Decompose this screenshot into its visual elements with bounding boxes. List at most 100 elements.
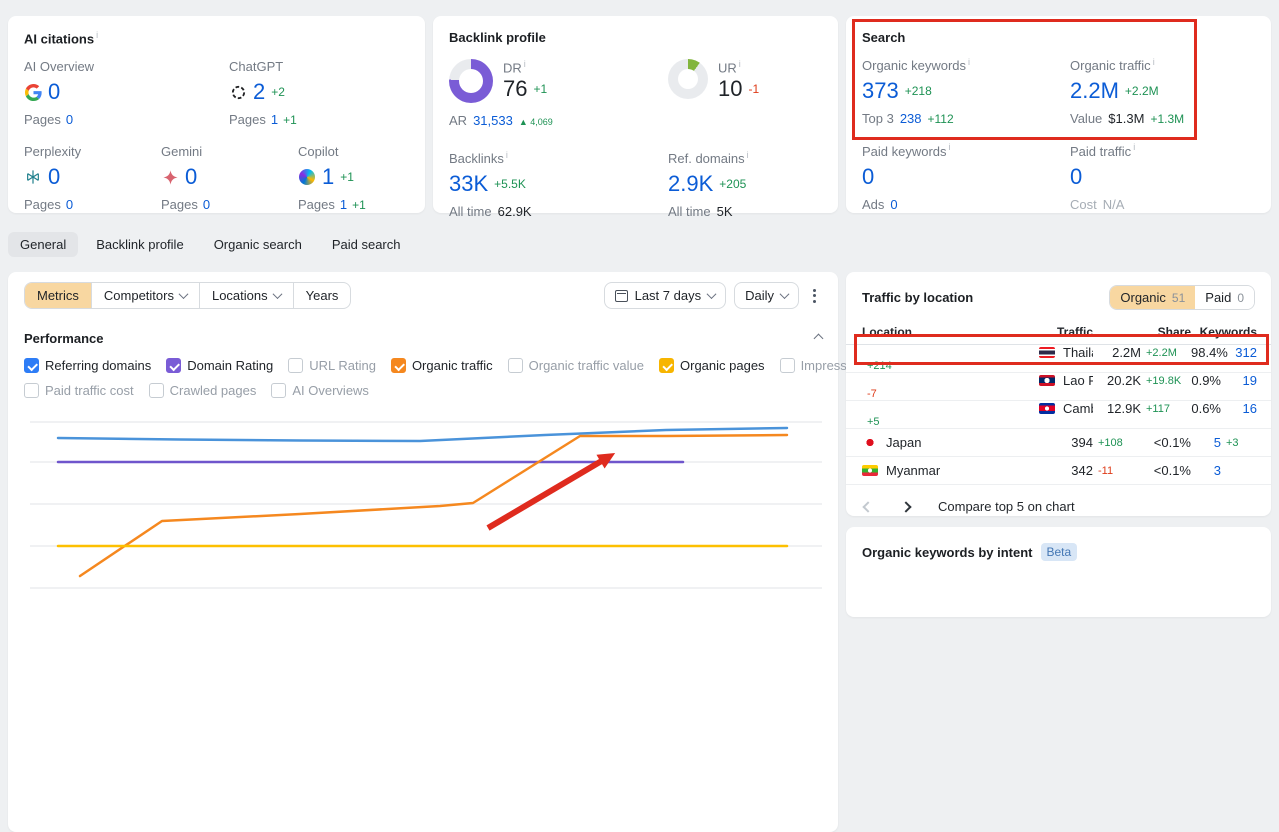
metric-checkbox-url-rating[interactable]: URL Rating bbox=[288, 358, 376, 373]
stat-label: Perplexity bbox=[24, 144, 82, 160]
chevron-down-icon bbox=[272, 289, 283, 300]
dr-value: 76 bbox=[503, 76, 528, 102]
next-page-button[interactable] bbox=[900, 500, 912, 513]
toggle-paid[interactable]: Paid 0 bbox=[1195, 286, 1254, 309]
metric-checkbox-paid-traffic-cost[interactable]: Paid traffic cost bbox=[24, 383, 134, 398]
organic-keywords-value: 373 bbox=[862, 78, 899, 104]
backlinks-block: Backlinks i 33K +5.5K All time 62.9K bbox=[449, 150, 668, 219]
segment-competitors[interactable]: Competitors bbox=[90, 283, 199, 308]
table-header: Location Traffic Share Keywords bbox=[846, 319, 1271, 345]
stat-gemini: Gemini 0 Pages 0 bbox=[161, 144, 298, 212]
metric-checkbox-organic-traffic-value[interactable]: Organic traffic value bbox=[507, 358, 644, 373]
collapse-section-button[interactable] bbox=[813, 333, 824, 344]
info-icon: i bbox=[1133, 142, 1136, 153]
gemini-icon bbox=[161, 168, 179, 186]
keywords-delta: +214 bbox=[867, 360, 892, 372]
pages-label: Pages bbox=[24, 112, 61, 128]
traffic-delta: +2.2M bbox=[1146, 346, 1177, 359]
keywords-value[interactable]: 19 bbox=[1242, 373, 1257, 388]
search-title: Search bbox=[862, 30, 906, 45]
stat-value: 2 bbox=[253, 79, 266, 105]
organic-traffic-delta: +2.2M bbox=[1124, 84, 1159, 99]
traffic-delta: +117 bbox=[1146, 402, 1170, 415]
compare-top5-link[interactable]: Compare top 5 on chart bbox=[938, 499, 1075, 514]
info-icon: i bbox=[1152, 57, 1155, 67]
checkbox-icon bbox=[24, 358, 39, 373]
location-name: Cambodia bbox=[1063, 401, 1093, 416]
more-options-button[interactable] bbox=[807, 283, 822, 309]
organic-keywords-block: Organic keywords i 373 +218 Top 3 238 +112 bbox=[862, 57, 1070, 126]
keywords-value[interactable]: 16 bbox=[1242, 401, 1257, 416]
japan-flag-icon bbox=[862, 437, 878, 448]
segment-locations[interactable]: Locations bbox=[198, 283, 293, 308]
info-icon: i bbox=[523, 59, 526, 69]
tab-organic-search[interactable]: Organic search bbox=[213, 237, 302, 252]
ar-label: AR bbox=[449, 113, 468, 128]
pages-value: 1 bbox=[339, 197, 348, 213]
paid-keywords-block: Paid keywords i 0 Ads 0 bbox=[862, 142, 1070, 211]
toggle-organic[interactable]: Organic 51 bbox=[1110, 286, 1196, 309]
paid-traffic-block: Paid traffic i 0 Cost N/A bbox=[1070, 142, 1135, 211]
info-icon: i bbox=[746, 150, 749, 160]
table-footer: Compare top 5 on chart bbox=[846, 485, 1271, 528]
ar-delta: ▲ 4,069 bbox=[518, 117, 553, 127]
performance-chart[interactable] bbox=[8, 400, 838, 600]
tab-backlink-profile[interactable]: Backlink profile bbox=[96, 237, 184, 252]
traffic-value: 2.2M bbox=[1112, 345, 1141, 360]
ar-rank: AR 31,533 ▲ 4,069 bbox=[449, 113, 668, 128]
ur-block: UR i 10 -1 bbox=[668, 59, 759, 128]
info-icon: i bbox=[96, 30, 99, 40]
table-row-japan[interactable]: Japan 394 +108 <0.1% 5 +3 bbox=[846, 429, 1271, 457]
metric-checkbox-domain-rating[interactable]: Domain Rating bbox=[166, 358, 273, 373]
table-row-myanmar[interactable]: Myanmar 342 -11 <0.1% 3 bbox=[846, 457, 1271, 485]
info-icon: i bbox=[738, 59, 741, 69]
share-value: 0.6% bbox=[1191, 401, 1221, 416]
ur-value: 10 bbox=[718, 76, 743, 102]
organic-traffic-block: Organic traffic i 2.2M +2.2M Value $1.3M +1.… bbox=[1070, 57, 1184, 126]
traffic-value: 12.9K bbox=[1107, 401, 1141, 416]
dr-label: DR i bbox=[503, 59, 526, 76]
date-range-button[interactable]: Last 7 days bbox=[603, 282, 727, 309]
metric-label: URL Rating bbox=[309, 358, 376, 373]
metric-checkbox-referring-domains[interactable]: Referring domains bbox=[24, 358, 151, 373]
beta-badge: Beta bbox=[1040, 543, 1078, 561]
table-row-cambodia[interactable]: Cambodia 12.9K +117 0.6% 16 +5 bbox=[846, 401, 1271, 429]
keywords-delta: +3 bbox=[1226, 436, 1239, 449]
metric-checkbox-organic-pages[interactable]: Organic pages bbox=[659, 358, 765, 373]
segment-years[interactable]: Years bbox=[292, 283, 351, 308]
share-value: <0.1% bbox=[1153, 435, 1191, 450]
table-row-thailand[interactable]: Thailand 2.2M +2.2M 98.4% 312 +214 bbox=[846, 345, 1271, 373]
traffic-delta: +19.8K bbox=[1146, 374, 1182, 387]
chevron-down-icon bbox=[779, 289, 790, 300]
metric-checkbox-crawled-pages[interactable]: Crawled pages bbox=[148, 383, 257, 398]
ar-value: 31,533 bbox=[473, 113, 513, 128]
chevron-down-icon bbox=[178, 289, 189, 300]
keywords-value[interactable]: 5 bbox=[1213, 435, 1221, 450]
metric-checkbox-organic-traffic[interactable]: Organic traffic bbox=[390, 358, 493, 373]
cambodia-flag-icon bbox=[1039, 403, 1055, 414]
ref-domains-block: Ref. domains i 2.9K +205 All time 5K bbox=[668, 150, 749, 219]
tab-general[interactable]: General bbox=[8, 232, 79, 257]
pages-value: 1 bbox=[270, 112, 279, 128]
metric-label: Organic pages bbox=[680, 358, 765, 373]
stat-value: 0 bbox=[48, 164, 61, 190]
ur-label: UR i bbox=[718, 59, 741, 76]
stat-copilot: Copilot 1 +1 Pages 1 +1 bbox=[298, 144, 366, 212]
dr-delta: +1 bbox=[533, 82, 548, 97]
location-name: Japan bbox=[886, 435, 922, 450]
tab-paid-search[interactable]: Paid search bbox=[331, 237, 401, 252]
granularity-button[interactable]: Daily bbox=[734, 282, 799, 309]
keywords-value[interactable]: 312 bbox=[1235, 345, 1257, 360]
table-row-laos[interactable]: Lao People's Democratic Reput 20.2K +19.… bbox=[846, 373, 1271, 401]
search-card: Search Organic keywords i 373 +218 Top 3 23… bbox=[846, 16, 1271, 213]
traffic-value: 20.2K bbox=[1107, 373, 1141, 388]
pages-label: Pages bbox=[24, 197, 61, 213]
ref-domains-label: Ref. domains i bbox=[668, 150, 749, 167]
cost-value: N/A bbox=[1102, 196, 1125, 212]
metric-label: Crawled pages bbox=[169, 383, 257, 398]
perplexity-icon bbox=[24, 168, 42, 186]
keywords-value[interactable]: 3 bbox=[1213, 463, 1221, 478]
metric-checkbox-ai-overviews[interactable]: AI Overviews bbox=[271, 383, 369, 398]
segment-metrics[interactable]: Metrics bbox=[25, 283, 91, 308]
prev-page-button[interactable] bbox=[862, 500, 874, 513]
